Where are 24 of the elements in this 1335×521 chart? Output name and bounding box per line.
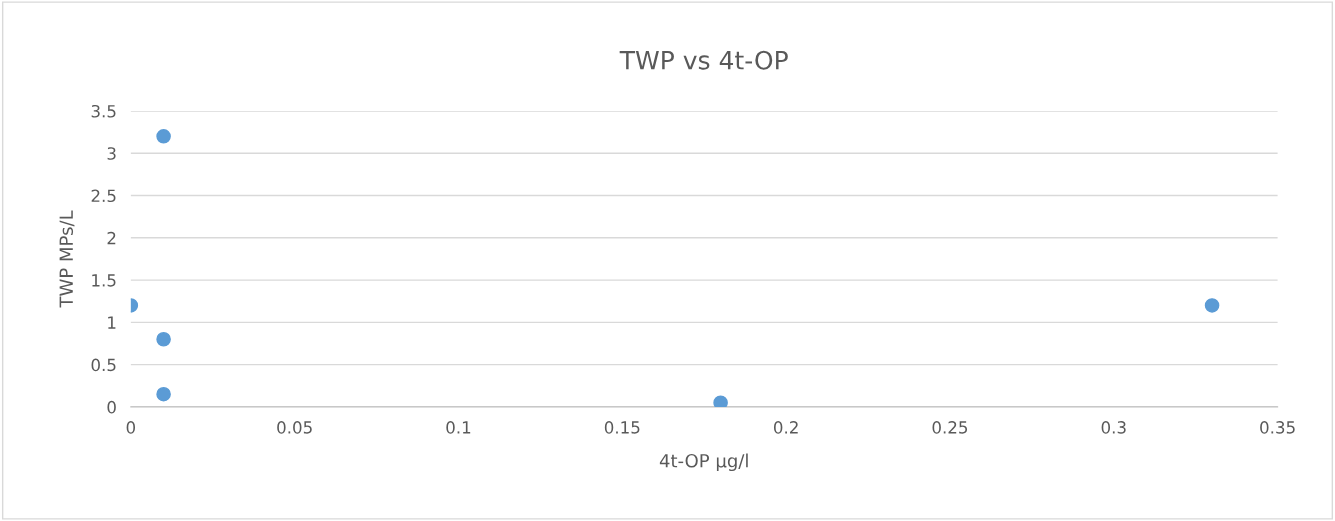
y-tick-label: 3 [107, 147, 116, 160]
x-tick-label: 0.3 [1101, 421, 1126, 434]
x-tick-label: 0 [126, 421, 136, 434]
point [1204, 298, 1220, 313]
point [713, 395, 728, 407]
y-tick-label: 2.5 [91, 189, 116, 203]
y-axis-title: TWP MPs/L [59, 210, 75, 308]
point [156, 331, 171, 347]
y-tick-label: 0.5 [91, 358, 116, 372]
y-tick-label: 0 [107, 400, 116, 414]
x-tick-label: 0.15 [604, 421, 640, 434]
x-tick-label: 0.35 [1260, 421, 1295, 434]
x-tick-label: 0.2 [773, 421, 798, 434]
y-tick-label: 1.5 [92, 274, 116, 287]
point [156, 129, 171, 144]
y-tick-label: 1 [108, 316, 116, 329]
x-tick-label: 0.1 [446, 421, 471, 434]
y-tick-label: 2 [107, 231, 116, 245]
chart-title: TWP vs 4t-OP [619, 50, 788, 70]
x-axis-title: 4t-OP µg/l [659, 453, 748, 472]
x-tick-label: 0.05 [277, 421, 312, 434]
x-tick-label: 0.25 [932, 421, 968, 434]
y-tick-label: 3.5 [91, 104, 116, 118]
point [156, 386, 171, 402]
